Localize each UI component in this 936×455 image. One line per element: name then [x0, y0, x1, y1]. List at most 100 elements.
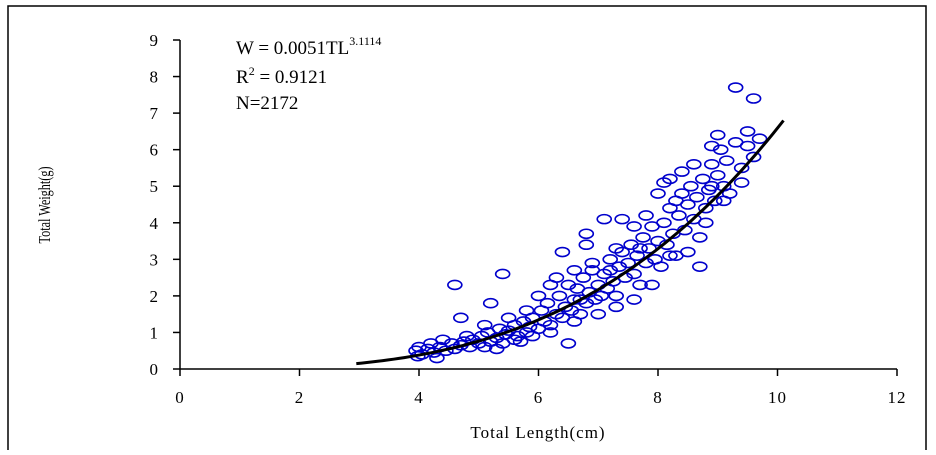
data-point — [551, 290, 568, 302]
data-point — [572, 294, 589, 305]
equation-prefix: W = 0.0051TL — [236, 38, 349, 59]
data-point — [566, 316, 583, 327]
data-point — [751, 133, 768, 144]
data-point — [602, 254, 619, 265]
data-point — [524, 330, 541, 342]
fit-curve — [356, 119, 785, 366]
data-point — [590, 308, 607, 320]
y-tick-label: 1 — [150, 323, 159, 342]
r2-prefix: R — [236, 67, 249, 88]
data-point — [626, 221, 642, 232]
data-point — [584, 257, 601, 269]
x-ticks: 0 2 4 6 8 10 12 — [175, 369, 906, 407]
data-point — [692, 232, 708, 243]
figure-border — [7, 5, 927, 450]
data-point — [683, 180, 699, 192]
x-tick-label: 10 — [768, 388, 787, 407]
data-point — [656, 177, 672, 188]
data-point — [689, 191, 705, 203]
y-axis-title: Total Weight(g) — [36, 166, 54, 243]
data-point — [608, 290, 624, 302]
data-point — [458, 330, 475, 342]
y-ticks: 0 1 2 3 4 5 6 7 8 9 — [150, 31, 180, 379]
data-point — [626, 294, 642, 305]
data-point — [476, 341, 493, 353]
data-point — [512, 336, 529, 347]
data-point — [709, 169, 726, 181]
data-point — [500, 325, 517, 336]
data-point — [671, 210, 687, 221]
r2-value: = 0.9121 — [255, 67, 327, 88]
data-point — [650, 188, 666, 199]
data-point — [703, 180, 720, 192]
data-point — [447, 279, 463, 291]
data-point — [680, 246, 696, 258]
data-point — [453, 312, 469, 324]
y-tick-label: 0 — [150, 360, 159, 379]
data-point — [739, 140, 756, 152]
y-tick-label: 4 — [150, 214, 159, 233]
data-point — [476, 319, 493, 331]
data-point — [488, 343, 505, 355]
y-tick-label: 3 — [150, 250, 159, 269]
data-point — [530, 290, 547, 302]
data-point — [733, 177, 750, 188]
data-point — [629, 250, 645, 261]
data-point — [560, 338, 577, 349]
data-point — [608, 301, 624, 313]
data-point — [620, 257, 636, 269]
data-point — [653, 261, 669, 272]
data-point — [626, 268, 642, 280]
x-axis-title: Total Length(cm) — [470, 423, 605, 442]
data-point — [686, 158, 702, 170]
data-point — [692, 261, 708, 272]
data-point — [727, 82, 744, 93]
data-point — [635, 232, 651, 243]
data-point — [644, 279, 660, 291]
data-point — [674, 166, 690, 177]
data-point — [608, 243, 624, 254]
data-points — [408, 82, 768, 364]
data-point — [500, 312, 517, 324]
n-annotation: N=2172 — [236, 93, 298, 114]
data-point — [542, 327, 559, 338]
y-tick-label: 7 — [150, 104, 159, 123]
x-tick-label: 8 — [653, 388, 663, 407]
data-point — [602, 264, 619, 276]
r2-superscript: 2 — [249, 64, 255, 78]
data-point — [542, 279, 559, 291]
data-point — [632, 279, 648, 291]
data-point — [695, 173, 711, 185]
data-point — [614, 213, 630, 225]
x-tick-label: 2 — [295, 388, 305, 407]
x-tick-label: 12 — [888, 388, 907, 407]
r-squared-annotation: R2 = 0.9121 — [236, 64, 327, 88]
data-point — [578, 228, 595, 240]
data-point — [739, 126, 756, 137]
data-point — [703, 158, 720, 170]
data-point — [596, 213, 613, 225]
data-point — [518, 305, 535, 316]
y-tick-label: 2 — [150, 287, 159, 306]
data-point — [668, 195, 684, 207]
x-tick-label: 0 — [175, 388, 185, 407]
data-point — [703, 140, 720, 152]
data-point — [632, 243, 648, 254]
data-point — [662, 250, 678, 261]
y-tick-label: 9 — [150, 31, 159, 50]
data-point — [745, 151, 762, 163]
data-point — [697, 217, 714, 229]
x-tick-label: 6 — [534, 388, 544, 407]
data-point — [542, 319, 559, 331]
y-tick-label: 6 — [150, 141, 159, 160]
data-point — [578, 239, 595, 251]
data-point — [554, 246, 571, 258]
data-point — [718, 155, 735, 166]
data-point — [745, 93, 762, 104]
data-point — [575, 272, 592, 283]
data-point — [697, 202, 714, 214]
equation-exponent: 3.1114 — [349, 34, 381, 48]
y-tick-label: 5 — [150, 177, 159, 196]
